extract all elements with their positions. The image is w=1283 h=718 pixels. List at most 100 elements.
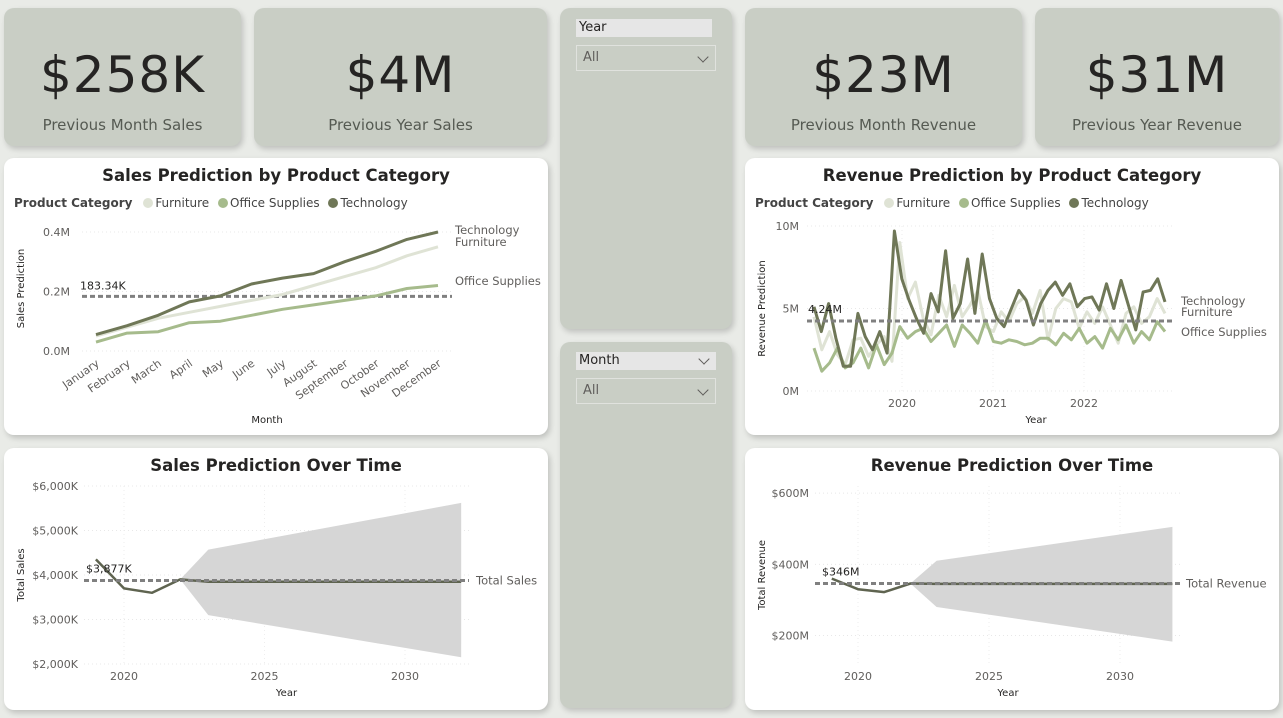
legend-item-furniture[interactable]: Furniture	[155, 196, 210, 210]
month-slicer-panel: Month All	[560, 342, 732, 708]
kpi-value: $31M	[1085, 46, 1229, 104]
end-label-furniture: Furniture	[1181, 305, 1233, 319]
series-line-furniture	[95, 245, 439, 338]
legend-item-office-supplies[interactable]: Office Supplies	[230, 196, 320, 210]
chart-title: Sales Prediction Over Time	[150, 456, 402, 475]
x-tick-label: March	[129, 357, 164, 387]
kpi-value: $258K	[39, 46, 206, 104]
legend-swatch-technology	[1069, 198, 1080, 208]
x-tick-label: 2020	[110, 670, 138, 683]
legend-swatch-furniture	[143, 198, 154, 208]
reference-line-label: $3,877K	[86, 562, 132, 575]
x-tick-label: May	[200, 357, 226, 381]
end-label-technology: Technology	[1180, 294, 1246, 308]
legend-item-technology[interactable]: Technology	[340, 196, 408, 210]
x-tick-label: 2030	[1106, 670, 1134, 683]
year-slicer-panel: Year All	[560, 8, 732, 329]
chart-plot-area: $200M $400M $600M 2020 2025 2030 Year Total Rev…	[757, 486, 1267, 699]
revenue-prediction-by-category-chart: Revenue Prediction by Product Category P…	[745, 158, 1279, 435]
end-label-total-sales: Total Sales	[475, 573, 537, 587]
x-axis-label: Year	[1024, 415, 1047, 426]
reference-line-label: $346M	[822, 566, 860, 579]
x-tick-label: April	[167, 357, 195, 382]
series-line-technology	[812, 229, 1167, 368]
legend-swatch-technology	[328, 198, 339, 208]
x-tick-label: 2021	[979, 397, 1007, 410]
sales-prediction-over-time-chart: Sales Prediction Over Time $2,000K $3,000…	[4, 448, 548, 710]
chart-legend: Product Category Furniture Office Suppli…	[755, 196, 1151, 210]
x-tick-label: 2025	[251, 670, 279, 683]
kpi-label: Previous Year Sales	[328, 116, 473, 134]
x-axis-label: Year	[996, 688, 1019, 699]
month-slicer-value: All	[583, 383, 600, 398]
y-tick-label: $5,000K	[32, 525, 78, 538]
kpi-card-previous-year-revenue: $31M Previous Year Revenue	[1035, 8, 1279, 146]
y-tick-label: 10M	[776, 220, 800, 233]
legend-item-furniture[interactable]: Furniture	[896, 196, 951, 210]
end-label-office-supplies: Office Supplies	[1181, 325, 1267, 339]
month-slicer-dropdown[interactable]: All	[576, 378, 716, 404]
kpi-card-previous-month-revenue: $23M Previous Month Revenue	[745, 8, 1022, 146]
legend-title: Product Category	[755, 196, 874, 210]
sales-prediction-by-category-chart: Sales Prediction by Product Category Pro…	[4, 158, 548, 435]
legend-swatch-office-supplies	[218, 198, 229, 208]
x-tick-label: 2030	[391, 670, 419, 683]
legend-swatch-office-supplies	[959, 198, 970, 208]
series-line-office-supplies	[95, 284, 439, 344]
y-tick-label: $2,000K	[32, 658, 78, 671]
end-label-office-supplies: Office Supplies	[455, 274, 541, 288]
kpi-label: Previous Month Sales	[42, 116, 203, 134]
y-tick-label: $200M	[772, 630, 810, 643]
y-tick-label: 0M	[783, 385, 800, 398]
chevron-down-icon	[697, 384, 709, 396]
y-tick-label: $3,000K	[32, 614, 78, 627]
kpi-card-previous-month-sales: $258K Previous Month Sales	[4, 8, 241, 146]
chart-title: Revenue Prediction by Product Category	[822, 166, 1202, 185]
series-line-total-sales	[95, 558, 462, 595]
reference-line-label: 4.24M	[808, 303, 842, 316]
kpi-label: Previous Year Revenue	[1071, 116, 1242, 134]
x-tick-label: June	[229, 357, 257, 382]
end-label-furniture: Furniture	[455, 235, 507, 249]
legend-item-office-supplies[interactable]: Office Supplies	[971, 196, 1061, 210]
chart-title: Revenue Prediction Over Time	[870, 456, 1154, 475]
chart-title: Sales Prediction by Product Category	[102, 166, 450, 185]
y-axis-label: Total Revenue	[757, 540, 768, 611]
revenue-prediction-over-time-chart: Revenue Prediction Over Time $200M $400M $…	[745, 448, 1279, 710]
y-tick-label: 0.2M	[43, 285, 70, 298]
month-slicer-header[interactable]: Month	[576, 352, 716, 370]
x-tick-label: 2022	[1070, 397, 1098, 410]
y-tick-label: 5M	[783, 303, 800, 316]
reference-line-label: 183.34K	[80, 279, 126, 292]
chart-plot-area: 0M 5M 10M 2020 2021 2022 Year Revenue Predictio…	[757, 220, 1267, 426]
chevron-down-icon	[698, 353, 710, 365]
y-tick-label: $6,000K	[32, 480, 78, 493]
x-tick-label: 2020	[844, 670, 872, 683]
month-slicer-title: Month	[579, 353, 620, 368]
y-tick-label: $600M	[772, 487, 810, 500]
legend-item-technology[interactable]: Technology	[1081, 196, 1149, 210]
y-axis-label: Sales Prediction	[16, 249, 27, 328]
y-tick-label: 0.4M	[43, 226, 70, 239]
legend-title: Product Category	[14, 196, 133, 210]
series-line-office-supplies	[812, 318, 1167, 373]
year-slicer-title: Year	[576, 19, 712, 37]
kpi-label: Previous Month Revenue	[790, 116, 977, 134]
year-slicer-dropdown[interactable]: All	[576, 45, 716, 71]
x-axis-label: Year	[275, 688, 298, 699]
chevron-down-icon	[697, 51, 709, 63]
end-label-total-revenue: Total Revenue	[1185, 577, 1267, 591]
legend-swatch-furniture	[884, 198, 895, 208]
kpi-card-previous-year-sales: $4M Previous Year Sales	[254, 8, 547, 146]
series-line-technology	[95, 230, 439, 337]
y-tick-label: $4,000K	[32, 569, 78, 582]
y-axis-label: Revenue Prediction	[757, 260, 768, 356]
y-tick-label: $400M	[772, 558, 810, 571]
chart-legend: Product Category Furniture Office Suppli…	[14, 196, 410, 210]
x-tick-label: 2025	[975, 670, 1003, 683]
chart-plot-area: $2,000K $3,000K $4,000K $5,000K $6,000K 2020 2…	[16, 480, 537, 699]
y-tick-label: 0.0M	[43, 345, 70, 358]
kpi-value: $4M	[345, 46, 456, 104]
end-label-technology: Technology	[454, 223, 520, 237]
